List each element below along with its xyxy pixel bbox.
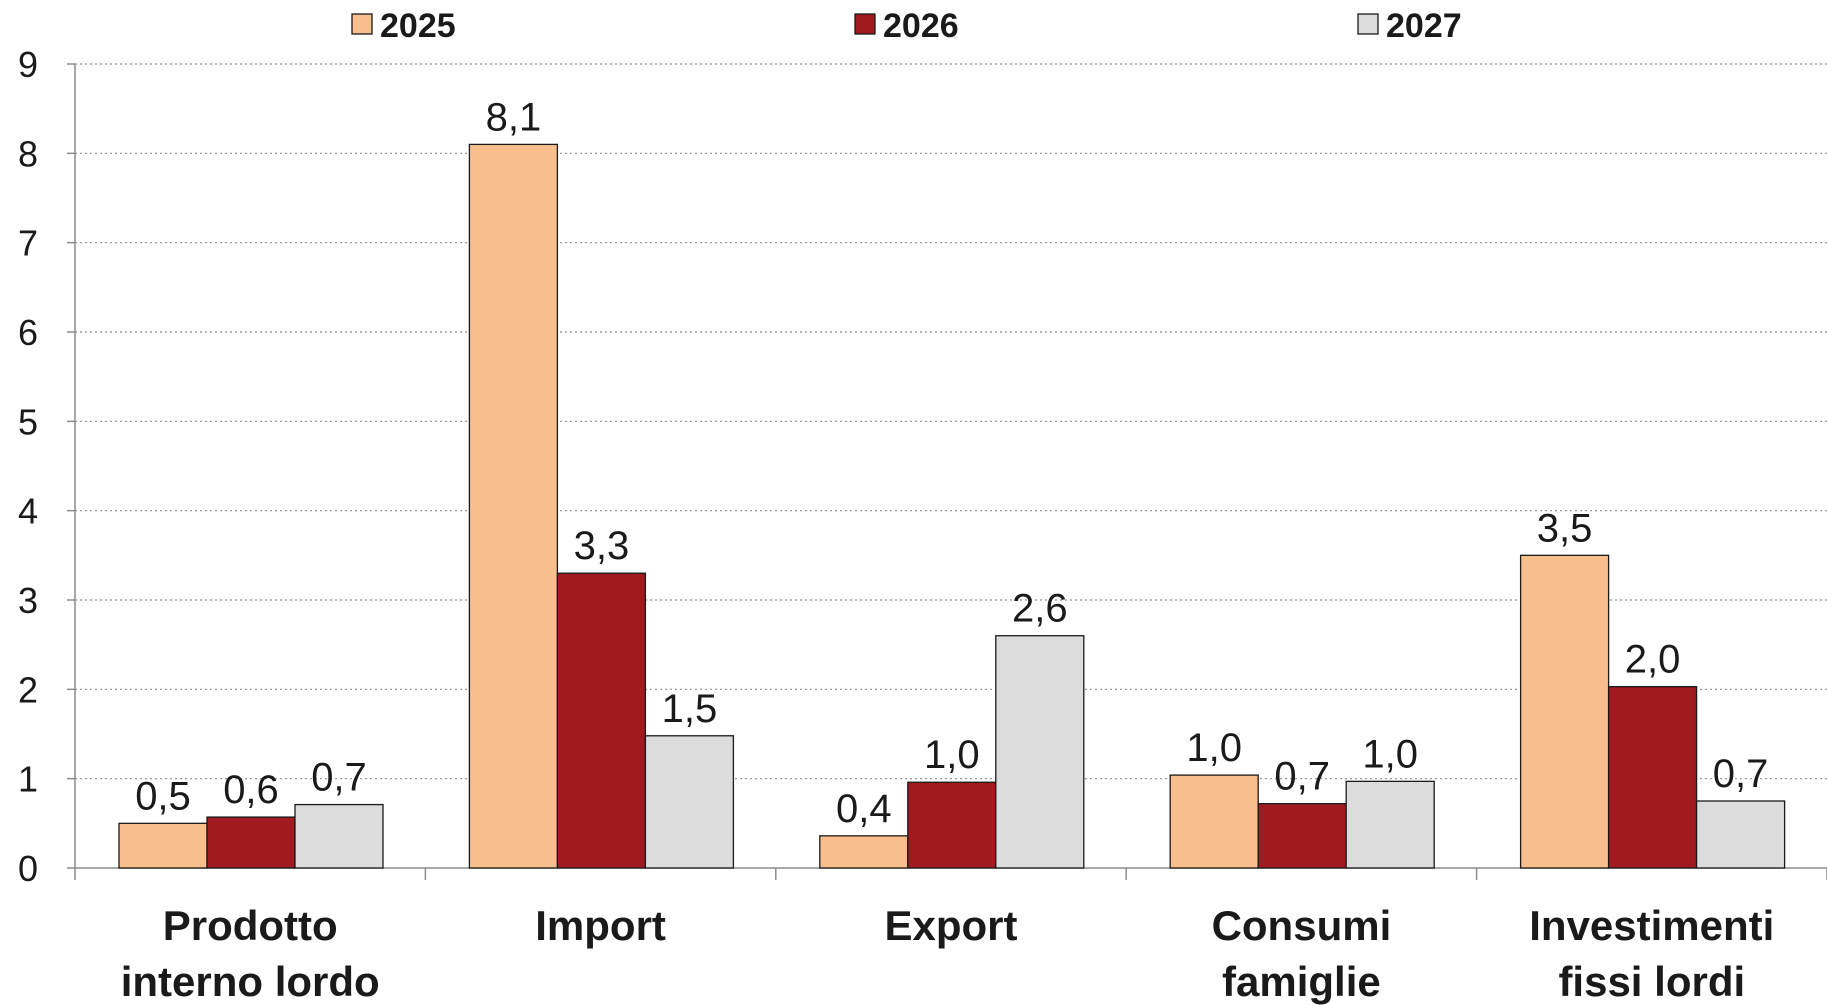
data-label-2026-2: 1,0 — [924, 733, 980, 777]
legend-swatch-2026 — [854, 13, 876, 35]
bar-2026-0 — [206, 816, 296, 869]
data-label-2026-3: 0,7 — [1274, 755, 1330, 799]
bar-2027-1 — [644, 735, 735, 869]
legend-label-2027: 2027 — [1386, 7, 1462, 45]
data-label-2027-2: 2,6 — [1012, 587, 1068, 631]
y-tick-label-1: 1 — [18, 759, 38, 800]
bar-2026-4 — [1607, 686, 1698, 869]
category-label-line: famiglie — [1222, 958, 1381, 1005]
y-tick-label-8: 8 — [18, 133, 38, 174]
y-tick-label-7: 7 — [18, 223, 38, 264]
bar-2025-4 — [1519, 554, 1610, 869]
bar-2025-1 — [468, 143, 559, 869]
bars — [118, 143, 1786, 869]
category-label-4: Investimenti fissi lordi — [1529, 902, 1774, 1005]
data-labels: 0,5 8,1 0,4 1,0 3,5 0,6 3,3 1,0 0,7 2,0 0,7 1,5 2,6 1… — [135, 95, 1768, 830]
y-tick-label-3: 3 — [18, 580, 38, 621]
data-label-2027-0: 0,7 — [311, 756, 367, 800]
y-tick-label-4: 4 — [18, 491, 38, 532]
y-tick-label-5: 5 — [18, 401, 38, 442]
y-tick-label-0: 0 — [18, 848, 38, 889]
data-label-2025-1: 8,1 — [486, 95, 542, 139]
bar-2026-2 — [907, 781, 997, 869]
y-tick-label-6: 6 — [18, 312, 38, 353]
category-label-line: Investimenti — [1529, 902, 1774, 949]
bar-2027-4 — [1695, 800, 1786, 869]
legend-swatch-2027 — [1357, 13, 1379, 35]
category-label-line: fissi lordi — [1558, 958, 1745, 1005]
category-label-0: Prodotto interno lordo — [121, 902, 380, 1005]
category-label-2: Export — [884, 902, 1017, 949]
y-tick-label-9: 9 — [18, 44, 38, 85]
category-label-line: Import — [535, 902, 666, 949]
y-tick-label-2: 2 — [18, 669, 38, 710]
category-label-1: Import — [535, 902, 666, 949]
category-label-3: Consumi famiglie — [1212, 902, 1392, 1005]
category-label-line: interno lordo — [121, 958, 380, 1005]
category-label-line: Consumi — [1212, 902, 1392, 949]
data-label-2025-3: 1,0 — [1186, 726, 1242, 770]
bar-2027-0 — [294, 803, 384, 869]
data-label-2027-1: 1,5 — [662, 687, 718, 731]
bar-2025-2 — [819, 835, 909, 869]
bar-2027-2 — [995, 635, 1085, 869]
legend-label-2026: 2026 — [883, 7, 959, 45]
bar-2025-0 — [118, 822, 208, 869]
data-label-2025-2: 0,4 — [836, 787, 892, 831]
data-label-2026-0: 0,6 — [223, 768, 279, 812]
data-label-2026-4: 2,0 — [1625, 638, 1681, 682]
bar-2026-3 — [1257, 803, 1347, 869]
legend-swatch-2025 — [351, 13, 373, 35]
legend: 2025 2026 2027 — [351, 7, 1462, 45]
bar-2026-1 — [556, 572, 647, 869]
legend-label-2025: 2025 — [380, 7, 456, 45]
bar-2025-3 — [1169, 774, 1259, 869]
data-label-2025-0: 0,5 — [135, 774, 191, 818]
data-label-2027-3: 1,0 — [1362, 732, 1418, 776]
category-label-line: Export — [884, 902, 1017, 949]
category-label-line: Prodotto — [163, 902, 338, 949]
data-label-2027-4: 0,7 — [1713, 752, 1769, 796]
data-label-2025-4: 3,5 — [1537, 506, 1593, 550]
axes: 0 1 2 3 4 5 6 7 8 9 Prodotto interno lordo Import Exp… — [18, 44, 1827, 1005]
bar-2027-3 — [1345, 780, 1435, 869]
data-label-2026-1: 3,3 — [574, 524, 630, 568]
